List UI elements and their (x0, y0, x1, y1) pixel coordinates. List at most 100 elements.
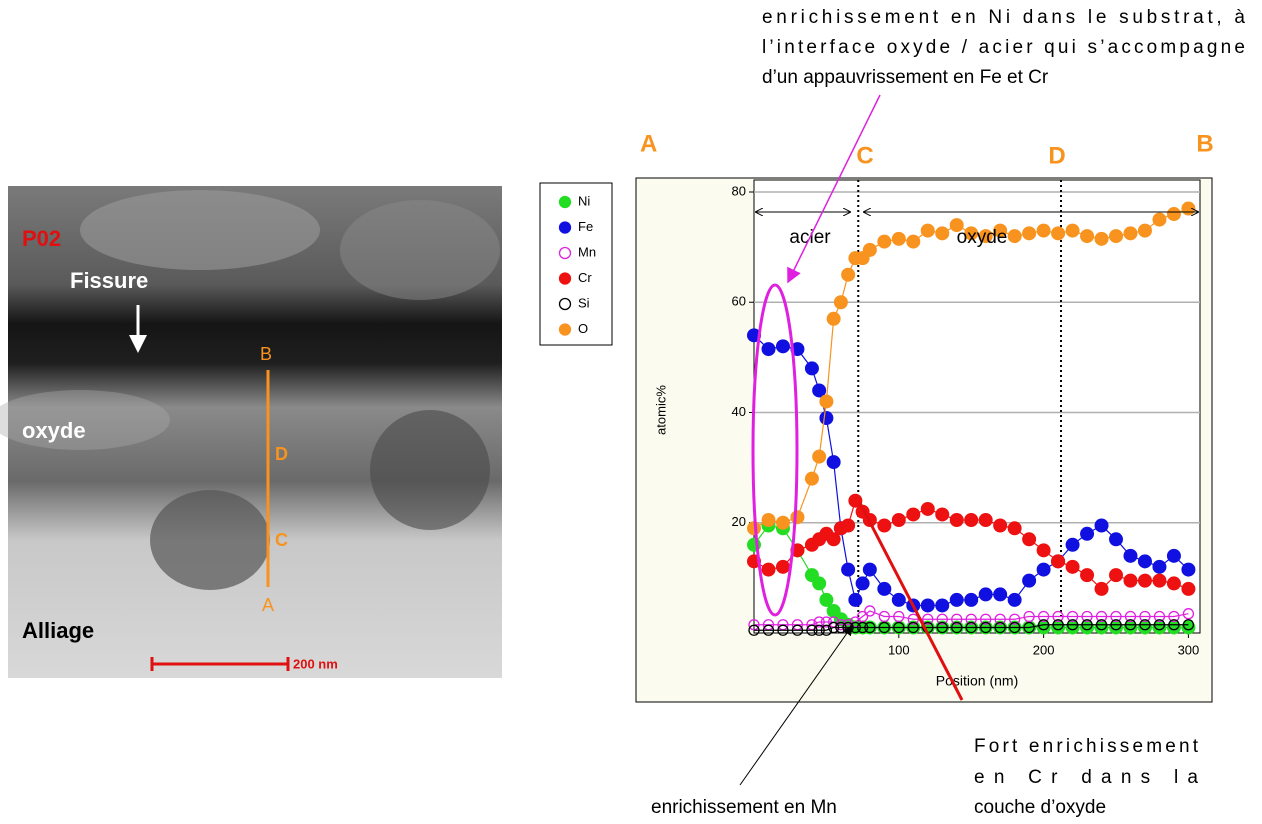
annotation-arrow (787, 94, 881, 284)
chart-letter: A (640, 130, 657, 157)
data-point (878, 621, 890, 634)
tem-image: P02 Fissure oxyde Alliage B D C A 200 nm (0, 186, 502, 678)
data-point (935, 598, 950, 613)
highlight-ellipse (751, 283, 799, 617)
data-point (993, 223, 1008, 238)
data-point (826, 532, 841, 547)
data-point (1094, 581, 1109, 596)
line-label: C (275, 530, 288, 550)
data-point (920, 223, 935, 238)
legend-label: Si (578, 295, 590, 310)
data-point (1123, 548, 1138, 563)
data-point (812, 449, 827, 464)
data-point (835, 619, 847, 631)
data-point (841, 562, 856, 577)
texture (340, 200, 500, 300)
data-point (949, 512, 964, 527)
legend-label: Cr (578, 270, 592, 285)
texture (80, 190, 320, 270)
annotation-arrow (739, 625, 853, 786)
data-point (777, 624, 789, 636)
legend-marker (558, 195, 572, 209)
data-point (761, 512, 776, 527)
data-point (878, 610, 890, 623)
data-point (964, 512, 979, 527)
data-point (1166, 548, 1181, 563)
data-point (856, 610, 869, 623)
data-point (964, 226, 979, 241)
data-point (1037, 610, 1050, 623)
data-point (1007, 521, 1022, 536)
data-point (1139, 610, 1151, 623)
data-point (1181, 201, 1196, 216)
data-point (1066, 610, 1079, 623)
data-point (855, 576, 870, 591)
data-point (1036, 562, 1051, 577)
data-point (1152, 212, 1167, 227)
data-point (1066, 619, 1079, 631)
annotation-text: enrichissement en Mn (651, 797, 837, 818)
data-point (980, 613, 992, 625)
data-point (1007, 592, 1022, 607)
data-point (1123, 573, 1138, 588)
data-point (936, 621, 948, 634)
data-point (819, 411, 834, 426)
annotation-text: couche d’oxyde (974, 797, 1106, 818)
data-point (1080, 568, 1095, 583)
data-point (1168, 610, 1180, 623)
data-point (1065, 223, 1080, 238)
data-point (949, 592, 964, 607)
chart-letter: B (1196, 130, 1213, 157)
data-point (775, 515, 790, 530)
data-point (951, 621, 963, 634)
data-point (1139, 619, 1151, 631)
oxyde-label: oxyde (22, 418, 86, 443)
data-point (1051, 554, 1066, 569)
data-point (813, 616, 825, 628)
data-point (812, 383, 827, 398)
data-point (935, 226, 950, 241)
data-point (820, 616, 833, 628)
data-point (791, 624, 804, 636)
data-point (833, 295, 848, 310)
data-point (1036, 543, 1051, 558)
data-point (1008, 613, 1021, 625)
data-point (893, 621, 905, 634)
annotation-text: d’un appauvrissement en Fe et Cr (762, 67, 1049, 88)
legend-marker (558, 246, 572, 260)
annotation-text: Fort enrichissement (974, 736, 1199, 757)
chart-letter: D (1048, 142, 1065, 169)
data-point (907, 621, 919, 634)
y-tick-label: 60 (732, 294, 746, 309)
chart-letter: C (856, 142, 873, 169)
data-point (891, 592, 906, 607)
data-point (748, 624, 760, 636)
data-point (922, 613, 934, 625)
data-point (848, 592, 863, 607)
annotation-text: en Cr dans la (974, 767, 1198, 788)
data-point (1152, 573, 1167, 588)
data-point (1052, 619, 1064, 631)
plot (747, 180, 1200, 638)
data-point (1137, 223, 1152, 238)
data-point (891, 512, 906, 527)
data-point (1110, 610, 1122, 623)
data-point (1065, 559, 1080, 574)
data-point (862, 562, 877, 577)
data-point (1182, 619, 1195, 631)
legend-label: O (578, 321, 588, 336)
data-point (775, 339, 790, 354)
data-point (1081, 610, 1093, 623)
data-point (978, 229, 993, 244)
data-point (994, 621, 1006, 634)
data-point (1022, 532, 1037, 547)
data-point (1109, 568, 1124, 583)
data-point (964, 592, 979, 607)
data-point (1080, 229, 1095, 244)
data-point (790, 510, 805, 525)
texture (370, 410, 490, 530)
legend-label: Ni (578, 193, 590, 208)
annotation-text: enrichissement en Ni dans le substrat, à (762, 7, 1245, 28)
y-tick-label: 20 (732, 514, 746, 529)
data-point (1137, 554, 1152, 569)
